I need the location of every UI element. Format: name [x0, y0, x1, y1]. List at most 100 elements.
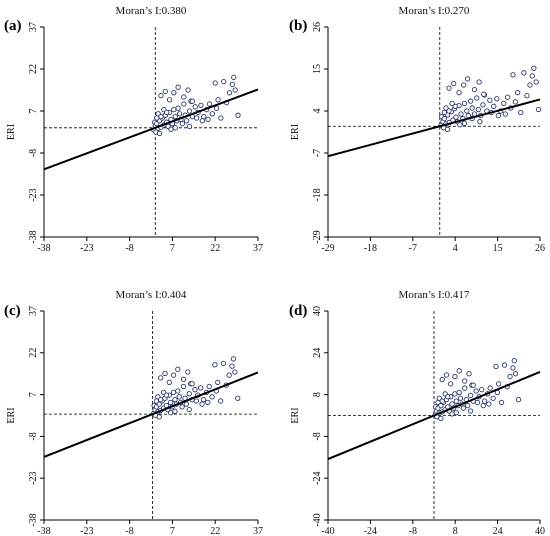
data-point: [451, 80, 457, 87]
data-point: [457, 395, 464, 401]
chart-title: Moran’s I:0.270: [399, 5, 470, 17]
data-point: [200, 396, 207, 403]
data-point: [168, 399, 174, 406]
data-point: [180, 383, 187, 390]
x-tick-label: 15: [493, 243, 503, 254]
data-point: [502, 111, 508, 117]
data-point: [445, 394, 451, 400]
y-tick-label: -8: [28, 149, 39, 157]
y-axis-label: ERI: [6, 124, 17, 140]
data-point: [470, 382, 476, 388]
data-point: [186, 406, 192, 413]
data-point: [462, 378, 468, 384]
data-point: [172, 113, 178, 120]
data-point: [154, 115, 160, 121]
data-point: [466, 371, 472, 377]
data-point: [464, 76, 471, 82]
data-point: [215, 97, 221, 103]
data-point: [479, 386, 485, 393]
data-point: [518, 109, 524, 116]
data-point: [449, 100, 455, 107]
data-point: [226, 90, 233, 96]
data-point: [213, 105, 220, 111]
data-point: [512, 371, 519, 377]
data-point: [475, 106, 481, 113]
regression-line: [43, 371, 259, 458]
data-point: [471, 86, 478, 93]
data-point: [510, 72, 516, 78]
data-point: [453, 398, 459, 404]
data-point: [166, 97, 173, 103]
data-point: [480, 102, 486, 108]
data-point: [170, 389, 177, 396]
data-point: [198, 102, 204, 109]
data-point: [230, 356, 237, 362]
data-point: [215, 379, 221, 385]
data-point: [199, 118, 206, 124]
data-point: [460, 405, 467, 411]
data-point: [439, 398, 445, 404]
data-point: [197, 385, 204, 391]
data-point: [531, 65, 537, 71]
y-tick-label: -23: [28, 472, 39, 485]
data-point: [181, 94, 187, 100]
y-tick-label: -38: [28, 230, 39, 243]
data-point: [438, 415, 444, 422]
data-point: [443, 372, 450, 378]
data-point: [529, 73, 535, 79]
y-tick-label: -23: [28, 188, 39, 201]
data-point: [448, 381, 454, 387]
data-point: [235, 395, 241, 401]
data-point: [229, 81, 235, 88]
data-point: [446, 108, 452, 114]
regression-line: [43, 88, 259, 171]
y-tick-label: 22: [28, 348, 39, 358]
data-point: [501, 362, 508, 368]
data-point: [176, 394, 182, 400]
data-point: [193, 398, 200, 404]
data-point: [456, 389, 462, 396]
data-point: [461, 120, 468, 126]
data-point: [441, 109, 448, 116]
y-tick-label: -29: [312, 230, 323, 243]
data-point: [511, 357, 517, 364]
data-point: [189, 98, 196, 104]
y-tick-label: -18: [312, 188, 323, 201]
x-tick-label: -8: [125, 243, 133, 254]
data-point: [209, 394, 215, 400]
x-tick-label: -40: [321, 526, 334, 536]
panel-2: (b) Moran’s I:0.270 ERI -29 -18 -7 4 15 26 -29 -18…: [289, 5, 545, 254]
data-point: [510, 365, 516, 371]
panel-label: (d): [289, 303, 307, 319]
data-point: [458, 111, 464, 117]
data-point: [452, 103, 458, 110]
data-point: [158, 396, 164, 403]
data-point: [162, 370, 168, 377]
data-point: [175, 388, 181, 394]
data-point: [443, 105, 449, 111]
data-point: [229, 363, 235, 369]
data-point: [164, 109, 170, 116]
y-axis-label: ERI: [290, 407, 301, 423]
data-point: [476, 79, 482, 85]
y-tick-label: 15: [312, 64, 323, 74]
data-point: [473, 388, 479, 394]
y-tick-label: -8: [28, 432, 39, 440]
data-point: [206, 383, 212, 390]
data-point: [186, 391, 192, 397]
data-point: [158, 113, 164, 120]
data-point: [156, 130, 163, 137]
y-tick-label: -40: [312, 513, 323, 526]
data-point: [474, 399, 481, 406]
data-point: [457, 122, 463, 128]
data-point: [481, 91, 487, 97]
data-point: [199, 401, 205, 407]
data-point: [218, 115, 224, 121]
data-point: [205, 399, 211, 406]
y-tick-label: 7: [28, 392, 39, 397]
data-point: [501, 100, 507, 107]
y-tick-label: 8: [312, 392, 323, 397]
x-tick-label: -18: [364, 243, 377, 254]
data-point: [221, 78, 227, 85]
